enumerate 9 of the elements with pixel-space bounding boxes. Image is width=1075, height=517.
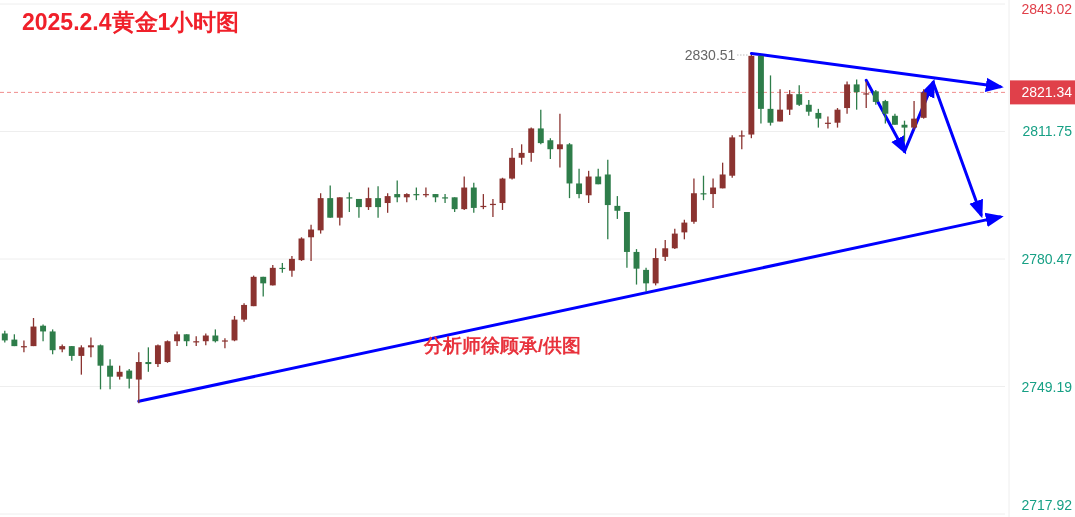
y-tick-label: 2717.92 bbox=[1021, 497, 1073, 513]
y-tick-label: 2811.75 bbox=[1022, 123, 1073, 140]
y-tick-label: 2843.02 bbox=[1021, 1, 1073, 17]
annotation: 分析师徐顾承/供图 bbox=[422, 335, 582, 356]
y-tick-label: 2780.47 bbox=[1021, 251, 1073, 267]
annotation: 2830.51 bbox=[684, 47, 736, 63]
ref-line-label: 2821.34 bbox=[1021, 84, 1073, 101]
y-tick-label: 2749.19 bbox=[1021, 378, 1073, 395]
chart-title: 2025.2.4黄金1小时图 bbox=[22, 9, 240, 35]
